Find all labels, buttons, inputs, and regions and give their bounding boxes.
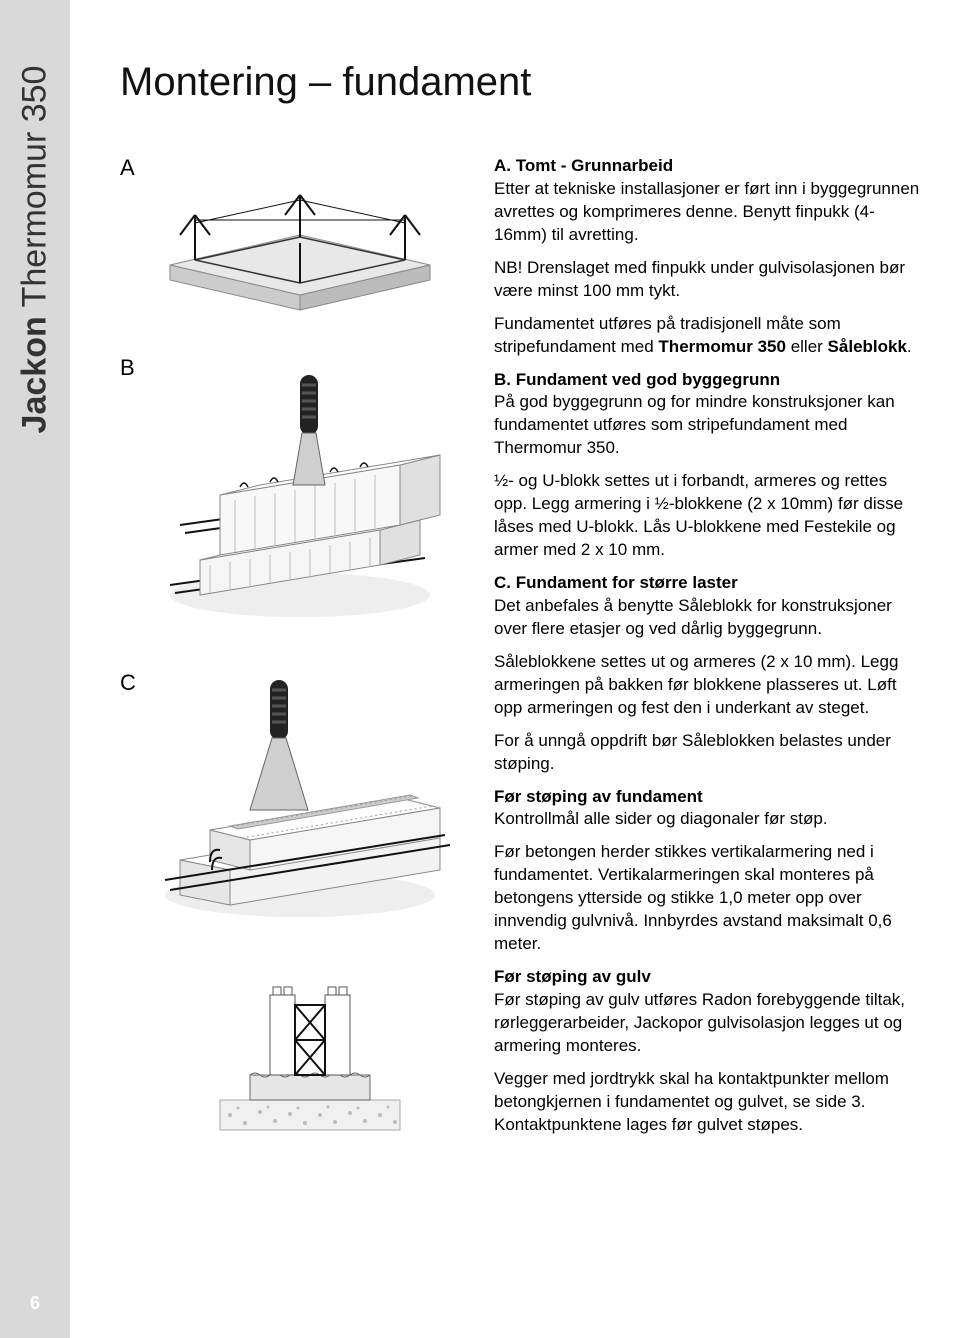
- section-a-p2: NB! Drenslaget med finpukk under gulviso…: [494, 257, 920, 303]
- section-b-p1: På god byggegrunn og for mindre konstruk…: [494, 392, 895, 457]
- section-c: C. Fundament for større laster Det anbef…: [494, 572, 920, 641]
- section-b-heading: B. Fundament ved god byggegrunn: [494, 370, 780, 389]
- section-e-heading: Før støping av gulv: [494, 967, 651, 986]
- side-tab: Jackon Thermomur 350 6: [0, 0, 70, 1338]
- section-a-heading: A. Tomt - Grunnarbeid: [494, 156, 673, 175]
- section-c-p2: Såleblokkene settes ut og armeres (2 x 1…: [494, 651, 920, 720]
- section-d: Før støping av fundament Kontrollmål all…: [494, 786, 920, 832]
- section-c-p3: For å unngå oppdrift bør Såleblokken bel…: [494, 730, 920, 776]
- section-c-p1: Det anbefales å benytte Såleblokk for ko…: [494, 596, 892, 638]
- section-a-p3-bold2: Såleblokk: [828, 337, 907, 356]
- section-c-heading: C. Fundament for større laster: [494, 573, 738, 592]
- columns: A: [120, 155, 920, 1175]
- section-a-p3-c: .: [907, 337, 912, 356]
- section-b-p2: ½- og U-blokk settes ut i forbandt, arme…: [494, 470, 920, 562]
- figure-b-label: B: [120, 355, 135, 381]
- figure-a-illustration: [150, 155, 470, 325]
- figure-b: B: [120, 355, 470, 640]
- section-a-p3-bold1: Thermomur 350: [658, 337, 786, 356]
- section-d-p1: Kontrollmål alle sider og diagonaler før…: [494, 809, 828, 828]
- figure-a-label: A: [120, 155, 135, 181]
- page-title: Montering – fundament: [120, 60, 920, 105]
- figure-c-label: C: [120, 670, 136, 696]
- section-e-p2: Vegger med jordtrykk skal ha kontaktpunk…: [494, 1068, 920, 1137]
- section-a-p3-b: eller: [786, 337, 828, 356]
- page-content: Montering – fundament A: [70, 0, 960, 1215]
- brand-light: Thermomur 350: [16, 66, 54, 317]
- figure-b-illustration: [150, 355, 470, 640]
- section-d-heading: Før støping av fundament: [494, 787, 703, 806]
- figures-column: A: [120, 155, 470, 1175]
- figure-cross-section: [120, 965, 470, 1145]
- side-tab-label: Jackon Thermomur 350: [16, 66, 55, 434]
- figure-c-illustration: [150, 670, 470, 935]
- text-column: A. Tomt - Grunnarbeid Etter at tekniske …: [494, 155, 920, 1175]
- page-number: 6: [0, 1293, 70, 1338]
- section-e: Før støping av gulv Før støping av gulv …: [494, 966, 920, 1058]
- section-a-p3: Fundamentet utføres på tradisjonell måte…: [494, 313, 920, 359]
- section-d-p2: Før betongen herder stikkes vertikalarme…: [494, 841, 920, 956]
- section-b: B. Fundament ved god byggegrunn På god b…: [494, 369, 920, 461]
- section-a-p1: Etter at tekniske installasjoner er ført…: [494, 179, 919, 244]
- figure-a: A: [120, 155, 470, 325]
- section-e-p1: Før støping av gulv utføres Radon foreby…: [494, 990, 905, 1055]
- section-a: A. Tomt - Grunnarbeid Etter at tekniske …: [494, 155, 920, 247]
- brand-bold: Jackon: [16, 316, 54, 433]
- figure-c: C: [120, 670, 470, 935]
- cross-section-illustration: [150, 965, 470, 1145]
